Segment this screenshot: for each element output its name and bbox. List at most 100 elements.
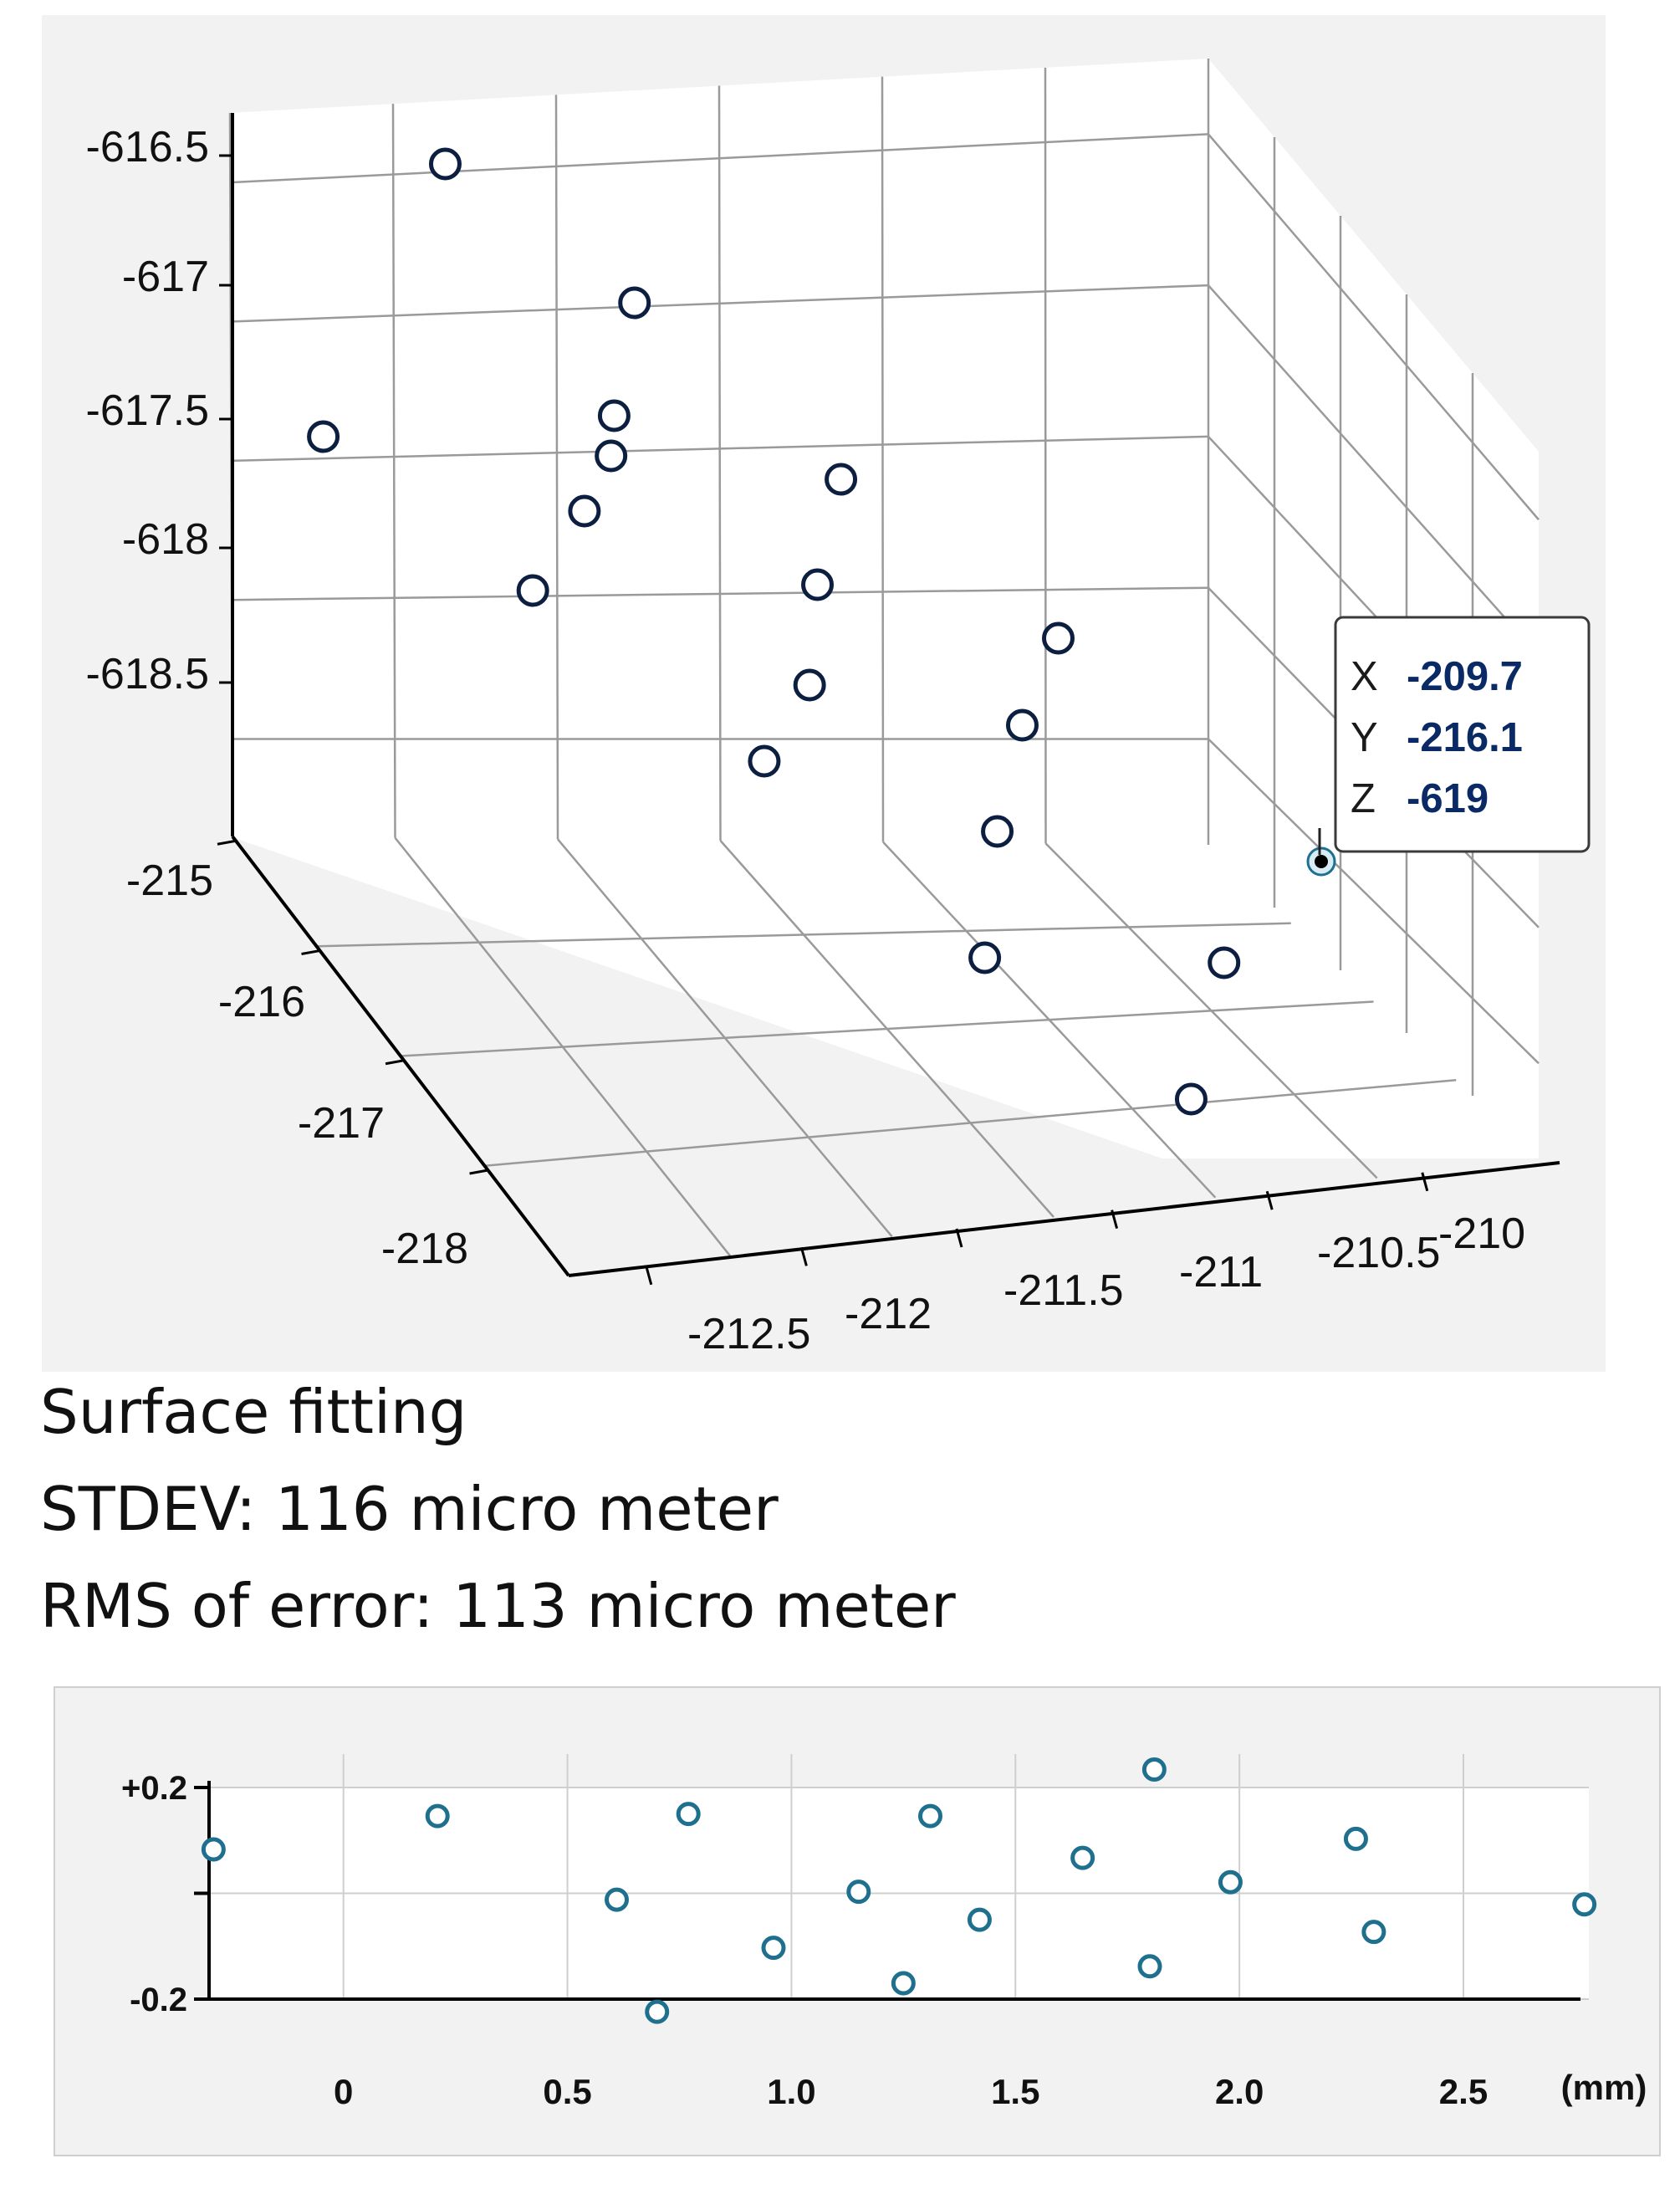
- x-tick-mark: [1111, 1210, 1119, 1229]
- x-axis-unit-label: (mm): [1561, 2068, 1647, 2107]
- y-tick-mark: [469, 1169, 488, 1175]
- y-tick-label-2d: +0.2: [121, 1770, 187, 1807]
- grid-line-floor-x: [882, 841, 1217, 1199]
- y-tick-mark: [385, 1059, 405, 1066]
- data-point-3d: [1005, 708, 1039, 742]
- data-point-3d: [968, 941, 1002, 974]
- residual-chart: +0.2 -0.2 0 0.5 1.0 1.5 2.0 2.5 (mm): [54, 1686, 1661, 2156]
- x-tick-mark: [955, 1228, 963, 1248]
- x-axis-line: [568, 1161, 1560, 1277]
- data-point-2d: [1218, 1869, 1243, 1895]
- data-point-2d: [891, 1971, 916, 1996]
- data-point-2d: [918, 1803, 942, 1828]
- data-point-3d: [428, 147, 462, 181]
- x-tick-label-2d: 0: [334, 2072, 353, 2111]
- highlighted-point-center: [1315, 855, 1328, 868]
- grid-line-z: [230, 284, 1209, 323]
- data-point-2d: [605, 1887, 629, 1912]
- x-tick-label-2d: 0.5: [543, 2072, 591, 2111]
- data-point-2d: [1070, 1845, 1095, 1870]
- y-tick-label-2d: -0.2: [130, 1982, 187, 2018]
- x-tick-label: -212: [845, 1290, 932, 1338]
- grid-line-z: [232, 586, 1209, 601]
- data-point-2d: [967, 1907, 992, 1932]
- y-tick-mark: [217, 839, 237, 846]
- x-tick-label-2d: 1.0: [767, 2072, 815, 2111]
- tick-labels-2d: +0.2 -0.2 0 0.5 1.0 1.5 2.0 2.5 (mm): [121, 1770, 1647, 2111]
- data-point-2d: [201, 1837, 226, 1862]
- datatip-z-label: Z: [1351, 776, 1376, 821]
- data-point-2d: [676, 1802, 701, 1827]
- grid-line-floor-x: [557, 838, 893, 1238]
- fit-caption: Surface fitting STDEV: 116 micro meter R…: [40, 1363, 1629, 1655]
- data-point-3d: [618, 286, 651, 320]
- grid-line-z: [231, 435, 1209, 463]
- grid-line-floor-x: [719, 840, 1054, 1218]
- z-tick-label: -617.5: [86, 386, 209, 435]
- data-point-3d: [825, 463, 858, 496]
- y-axis-line: [231, 835, 570, 1277]
- grid-line-wall-x: [1044, 67, 1047, 844]
- axes-3d: [231, 113, 1560, 1277]
- x-tick-label: -212.5: [687, 1310, 810, 1358]
- data-point-3d: [748, 744, 781, 778]
- data-point-2d: [1361, 1920, 1386, 1945]
- x-tick-mark: [1265, 1190, 1274, 1210]
- y-tick-mark: [301, 949, 320, 955]
- x-tick-label-2d: 1.5: [991, 2072, 1039, 2111]
- datatip-y-value: -216.1: [1407, 715, 1523, 760]
- grid-line-z: [1208, 133, 1540, 521]
- data-point-3d: [568, 494, 601, 528]
- grid-line-wall-x: [554, 95, 559, 840]
- data-point-3d: [516, 574, 549, 607]
- data-point-3d: [1208, 946, 1241, 979]
- x-tick-label-2d: 2.5: [1439, 2072, 1488, 2111]
- x-tick-label: -211: [1179, 1248, 1263, 1297]
- z-tick-label: -618.5: [86, 650, 209, 698]
- data-point-3d: [1174, 1082, 1208, 1116]
- data-point-3d: [793, 668, 826, 702]
- datatip-x-label: X: [1351, 654, 1378, 699]
- x-tick-label: -210.5: [1317, 1229, 1440, 1277]
- data-point-3d: [1042, 621, 1075, 655]
- tick-labels-3d: -616.5 -617 -617.5 -618 -618.5 -215 -216 -217 -2…: [86, 123, 1526, 1358]
- y-tick-label: -218: [381, 1225, 468, 1273]
- x-tick-label: -211.5: [1003, 1266, 1124, 1315]
- axes-2d: [194, 1781, 1580, 2001]
- data-point-2d: [846, 1880, 871, 1905]
- x-tick-mark: [799, 1247, 808, 1266]
- data-point-2d: [1141, 1757, 1167, 1782]
- y-tick-label: -217: [298, 1099, 385, 1148]
- z-tick-label: -617: [122, 253, 209, 301]
- data-point-2d: [1572, 1892, 1597, 1917]
- x-tick-label: -210: [1438, 1210, 1525, 1258]
- x-tick-mark: [1421, 1172, 1429, 1192]
- grid-line-wall-x: [391, 104, 396, 838]
- data-point-3d: [307, 420, 340, 453]
- scatter-3d-chart: -616.5 -617 -617.5 -618 -618.5 -215 -216 -217 -2…: [42, 15, 1606, 1372]
- datatip-z-value: -619: [1407, 776, 1489, 821]
- x-tick-label-2d: 2.0: [1215, 2072, 1264, 2111]
- data-point-2d: [1343, 1826, 1368, 1851]
- caption-stdev: STDEV: 116 micro meter: [40, 1474, 779, 1544]
- grid-line-z: [230, 133, 1209, 184]
- data-point-2d: [1137, 1954, 1162, 1979]
- grid-line-wall-x: [717, 85, 722, 841]
- x-tick-mark: [645, 1266, 653, 1286]
- data-point-3d: [981, 815, 1014, 848]
- data-points-2d: [201, 1757, 1597, 2024]
- z-tick-label: -616.5: [86, 123, 209, 171]
- grid-line-floor-x: [1044, 842, 1378, 1179]
- data-points-3d: [307, 147, 1336, 1116]
- z-tick-label: -618: [122, 515, 209, 564]
- caption-rms: RMS of error: 113 micro meter: [40, 1571, 956, 1641]
- y-tick-label: -216: [218, 978, 305, 1026]
- data-point-3d: [801, 568, 835, 601]
- grid-line-z: [1208, 738, 1540, 1065]
- grid-line-wall-x: [881, 76, 885, 842]
- grid-line-z: [1208, 284, 1540, 657]
- data-point-2d: [425, 1803, 450, 1828]
- caption-title: Surface fitting: [40, 1377, 467, 1447]
- datatip-y-label: Y: [1351, 715, 1378, 760]
- datatip: X -209.7 Y -216.1 Z -619: [1318, 616, 1591, 855]
